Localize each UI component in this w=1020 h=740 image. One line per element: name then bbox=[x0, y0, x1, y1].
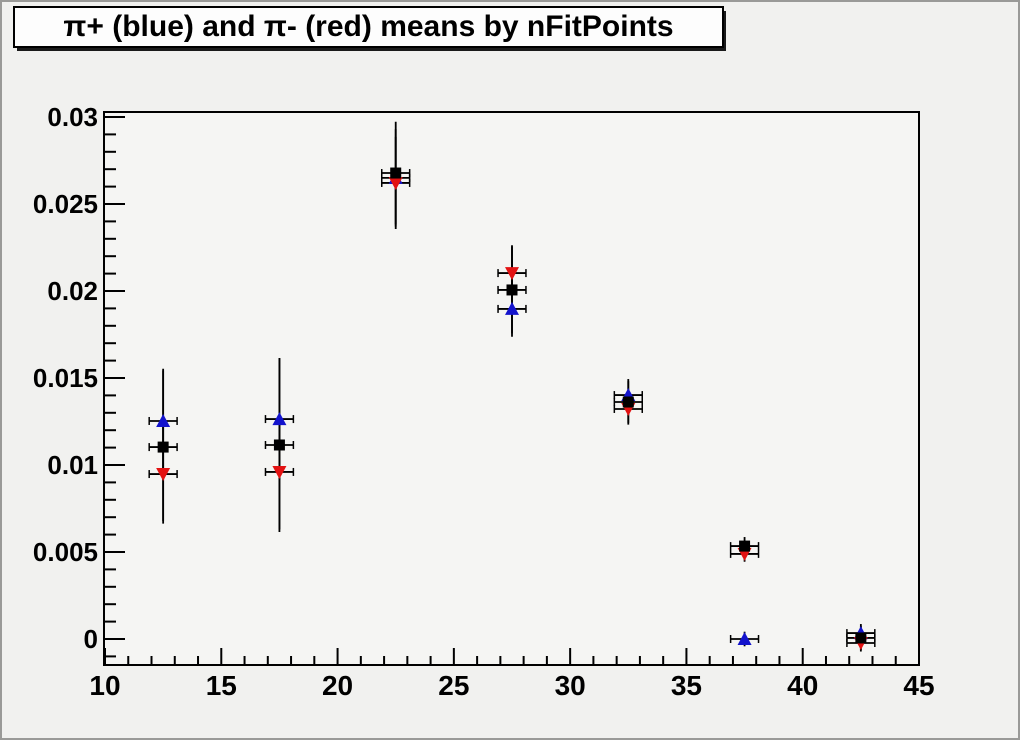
data-point-marker-square bbox=[739, 540, 751, 552]
data-point-marker-triangle-down bbox=[388, 176, 403, 190]
x-tick-label: 25 bbox=[438, 670, 469, 701]
x-tick-label: 15 bbox=[206, 670, 237, 701]
data-point-marker-triangle-up bbox=[505, 301, 519, 315]
x-tick-label: 40 bbox=[787, 670, 818, 701]
y-tick-label: 0.01 bbox=[47, 450, 98, 480]
x-tick-label: 45 bbox=[903, 670, 934, 701]
y-tick-label: 0.005 bbox=[33, 537, 98, 567]
plot-frame bbox=[103, 111, 920, 666]
x-tick-label: 20 bbox=[322, 670, 353, 701]
data-point-marker-triangle-down bbox=[156, 468, 171, 482]
data-point-marker-square bbox=[157, 441, 169, 453]
y-tick-label: 0 bbox=[84, 624, 98, 654]
data-point-marker-triangle-down bbox=[272, 465, 287, 479]
data-point-marker-square bbox=[622, 396, 634, 408]
data-point-marker-square bbox=[855, 632, 867, 644]
plot-title: π+ (blue) and π- (red) means by nFitPoin… bbox=[63, 10, 674, 43]
data-point-marker-triangle-up bbox=[272, 412, 287, 426]
y-tick-label: 0.03 bbox=[47, 102, 98, 132]
y-tick-label: 0.02 bbox=[47, 276, 98, 306]
plot-title-box: π+ (blue) and π- (red) means by nFitPoin… bbox=[13, 6, 724, 48]
y-tick-label: 0.025 bbox=[33, 189, 98, 219]
x-tick-label: 35 bbox=[671, 670, 702, 701]
x-tick-label: 30 bbox=[555, 670, 586, 701]
data-point-marker-triangle-up bbox=[737, 632, 752, 645]
data-point-marker-square bbox=[273, 439, 285, 451]
data-point-marker-triangle-up bbox=[156, 413, 171, 427]
data-point-marker-triangle-down bbox=[505, 267, 519, 281]
data-point-marker-square bbox=[506, 284, 518, 296]
x-tick-label: 10 bbox=[89, 670, 120, 701]
data-point-marker-square bbox=[390, 167, 402, 179]
y-tick-label: 0.015 bbox=[33, 363, 98, 393]
